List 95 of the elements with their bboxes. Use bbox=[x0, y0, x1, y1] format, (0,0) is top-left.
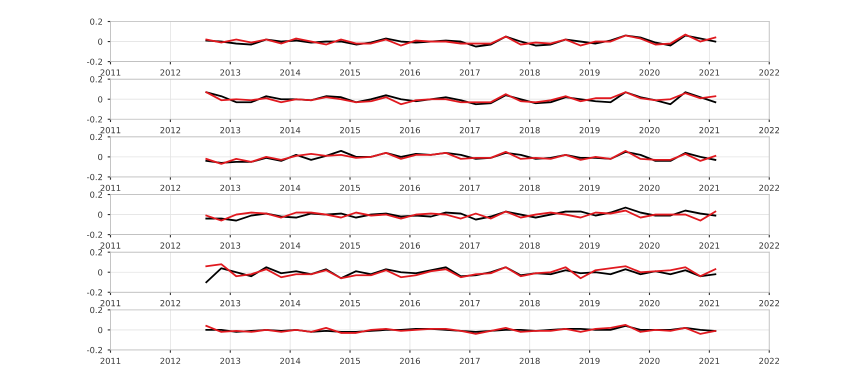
y-tick-label: 0 bbox=[98, 326, 102, 334]
x-tick-label: 2019 bbox=[580, 358, 600, 364]
x-tick-label: 2020 bbox=[639, 127, 660, 134]
x-tick-label: 2021 bbox=[699, 242, 720, 249]
x-tick-label: 2013 bbox=[220, 69, 240, 76]
y-tick-label: 0 bbox=[98, 96, 102, 102]
x-tick-label: 2022 bbox=[759, 358, 780, 364]
x-tick-label: 2018 bbox=[520, 127, 540, 134]
x-tick-label: 2022 bbox=[759, 184, 780, 192]
x-tick-label: 2022 bbox=[759, 127, 780, 134]
x-tick-label: 2012 bbox=[160, 184, 180, 192]
y-tick-label: 0 bbox=[98, 212, 102, 218]
x-tick-label: 2017 bbox=[460, 300, 480, 306]
x-tick-label: 2018 bbox=[520, 358, 540, 364]
y-tick-label: -0.2 bbox=[87, 58, 102, 65]
x-tick-label: 2016 bbox=[400, 300, 420, 306]
x-tick-label: 2013 bbox=[220, 358, 240, 364]
x-tick-label: 2014 bbox=[280, 358, 300, 364]
x-tick-label: 2011 bbox=[100, 242, 120, 249]
y-tick-label: -0.2 bbox=[87, 116, 102, 123]
line-series bbox=[205, 263, 716, 280]
x-tick-label: 2014 bbox=[280, 127, 300, 134]
y-tick-label: 0 bbox=[98, 38, 102, 45]
y-tick-label: -0.2 bbox=[87, 174, 102, 180]
x-tick-label: 2020 bbox=[639, 300, 660, 306]
x-tick-label: 2014 bbox=[280, 300, 300, 306]
x-tick-label: 2013 bbox=[220, 300, 240, 306]
x-tick-label: 2020 bbox=[639, 358, 660, 364]
x-tick-label: 2017 bbox=[460, 242, 480, 249]
y-tick-label: -0.2 bbox=[87, 289, 102, 296]
x-tick-label: 2011 bbox=[100, 300, 120, 306]
x-tick-label: 2021 bbox=[699, 358, 720, 364]
x-tick-label: 2015 bbox=[340, 300, 360, 306]
x-tick-label: 2012 bbox=[160, 358, 180, 364]
x-tick-label: 2016 bbox=[400, 358, 420, 364]
x-tick-label: 2016 bbox=[400, 127, 420, 134]
line-series bbox=[205, 210, 716, 222]
x-tick-label: 2016 bbox=[400, 184, 420, 192]
y-tick-label: 0.2 bbox=[90, 306, 102, 314]
x-tick-label: 2011 bbox=[100, 69, 120, 76]
x-tick-label: 2014 bbox=[280, 242, 300, 249]
line-series bbox=[205, 91, 716, 106]
x-tick-label: 2021 bbox=[699, 127, 720, 134]
x-tick-label: 2018 bbox=[520, 300, 540, 306]
x-tick-label: 2019 bbox=[580, 184, 600, 192]
x-tick-label: 2013 bbox=[220, 184, 240, 192]
x-tick-label: 2014 bbox=[280, 184, 300, 192]
y-tick-label: 0.2 bbox=[90, 192, 102, 198]
x-tick-label: 2013 bbox=[220, 127, 240, 134]
x-tick-label: 2012 bbox=[160, 69, 180, 76]
x-tick-label: 2012 bbox=[160, 127, 180, 134]
y-tick-label: 0.2 bbox=[90, 76, 102, 82]
x-tick-label: 2019 bbox=[580, 242, 600, 249]
x-tick-label: 2020 bbox=[639, 242, 660, 249]
x-tick-label: 2019 bbox=[580, 69, 600, 76]
y-tick-label: 0.2 bbox=[90, 134, 102, 140]
x-tick-label: 2021 bbox=[699, 184, 720, 192]
x-tick-label: 2011 bbox=[100, 127, 120, 134]
y-tick-label: 0.2 bbox=[90, 249, 102, 256]
y-tick-label: -0.2 bbox=[87, 346, 102, 354]
x-tick-label: 2019 bbox=[580, 300, 600, 306]
x-tick-label: 2015 bbox=[340, 184, 360, 192]
x-tick-label: 2017 bbox=[460, 358, 480, 364]
x-tick-label: 2020 bbox=[639, 69, 660, 76]
x-tick-label: 2021 bbox=[699, 69, 720, 76]
x-tick-label: 2017 bbox=[460, 127, 480, 134]
x-tick-label: 2022 bbox=[759, 242, 780, 249]
x-tick-label: 2017 bbox=[460, 184, 480, 192]
x-tick-label: 2012 bbox=[160, 300, 180, 306]
x-tick-label: 2013 bbox=[220, 242, 240, 249]
x-tick-label: 2015 bbox=[340, 69, 360, 76]
x-tick-label: 2011 bbox=[100, 184, 120, 192]
x-tick-label: 2018 bbox=[520, 184, 540, 192]
y-tick-label: -0.2 bbox=[87, 232, 102, 238]
y-tick-label: 0.2 bbox=[90, 18, 102, 25]
x-tick-label: 2019 bbox=[580, 127, 600, 134]
x-tick-label: 2015 bbox=[340, 358, 360, 364]
x-tick-label: 2015 bbox=[340, 242, 360, 249]
x-tick-label: 2020 bbox=[639, 184, 660, 192]
y-tick-label: 0 bbox=[98, 269, 102, 276]
x-tick-label: 2014 bbox=[280, 69, 300, 76]
x-tick-label: 2021 bbox=[699, 300, 720, 306]
x-tick-label: 2016 bbox=[400, 242, 420, 249]
x-tick-label: 2017 bbox=[460, 69, 480, 76]
line-series bbox=[205, 206, 716, 222]
y-tick-label: 0 bbox=[98, 154, 102, 160]
x-tick-label: 2016 bbox=[400, 69, 420, 76]
line-series bbox=[205, 266, 716, 284]
x-tick-label: 2012 bbox=[160, 242, 180, 249]
x-tick-label: 2015 bbox=[340, 127, 360, 134]
x-tick-label: 2022 bbox=[759, 69, 780, 76]
x-tick-label: 2011 bbox=[100, 358, 120, 364]
x-tick-label: 2022 bbox=[759, 300, 780, 306]
x-tick-label: 2018 bbox=[520, 242, 540, 249]
x-tick-label: 2018 bbox=[520, 69, 540, 76]
